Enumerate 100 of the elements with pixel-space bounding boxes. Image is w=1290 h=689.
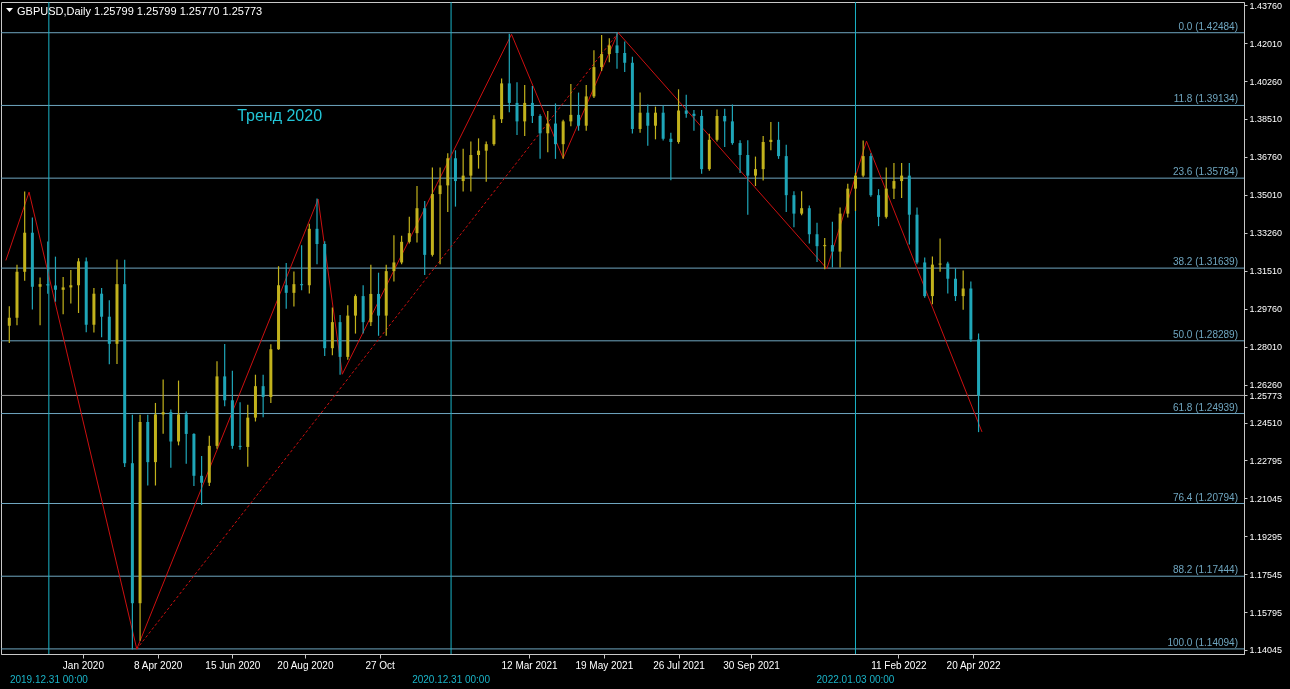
candlestick [800, 191, 804, 216]
y-tick-label: 1.21045 [1249, 493, 1283, 504]
candlestick [200, 455, 204, 506]
candlestick [792, 191, 796, 228]
candlestick [777, 121, 781, 159]
candlestick [38, 277, 42, 326]
annotation: Тренд 2020 [237, 107, 323, 125]
candlestick [892, 163, 896, 200]
y-tick-label: 1.19295 [1249, 531, 1283, 542]
candlestick [623, 41, 627, 73]
x-tick-label: 15 Jun 2020 [205, 659, 261, 671]
candlestick [746, 140, 750, 215]
x-tick-label: 20 Aug 2020 [277, 659, 334, 671]
candlestick [300, 245, 304, 291]
candlestick [392, 235, 396, 282]
candlestick [238, 402, 242, 450]
candlestick [684, 94, 688, 118]
ref-line-label: 2019.12.31 00:00 [9, 674, 89, 685]
x-tick-label: 19 May 2021 [575, 659, 634, 671]
candlestick [938, 238, 942, 272]
candlestick [615, 32, 619, 69]
y-tick-label: 1.28010 [1249, 342, 1283, 353]
candlestick [292, 271, 296, 307]
candlestick [877, 189, 881, 227]
candlestick [561, 119, 565, 159]
ref-line-label: 11.8 (1.39134) [1173, 93, 1238, 105]
x-tick-label: 27 Oct [365, 659, 396, 671]
candlestick [738, 140, 742, 173]
y-tick-label: 1.17545 [1249, 569, 1283, 580]
x-tick-label: 11 Feb 2022 [871, 659, 927, 671]
candlestick [438, 167, 442, 265]
candlestick [653, 106, 657, 140]
candlestick [461, 148, 465, 192]
y-tick-label: 1.26260 [1249, 380, 1283, 391]
ref-line-label: 88.2 (1.17444) [1172, 564, 1238, 576]
ref-line-label: 76.4 (1.20794) [1172, 491, 1238, 503]
candlestick [538, 114, 542, 159]
candlestick [638, 92, 642, 133]
ref-line-label: 2020.12.31 00:00 [412, 674, 491, 685]
y-tick-label: 1.33260 [1249, 228, 1283, 239]
y-tick-label: 1.35010 [1249, 190, 1283, 201]
y-tick-label: 1.14045 [1249, 645, 1283, 656]
candlestick [284, 262, 288, 309]
candlestick [477, 138, 481, 169]
candlestick [315, 198, 319, 265]
y-tick-label: 1.29760 [1249, 304, 1283, 315]
ref-line-label: 0.0 (1.42484) [1178, 20, 1238, 32]
candlestick [469, 141, 473, 192]
candlestick [577, 92, 581, 131]
ref-line-label: 100.0 (1.14094) [1167, 636, 1238, 648]
candlestick [61, 277, 65, 315]
x-tick-label: 26 Jul 2021 [653, 659, 706, 671]
candlestick [723, 108, 727, 147]
candlestick [823, 237, 827, 270]
x-tick-label: Jan 2020 [62, 659, 105, 671]
candlestick [961, 270, 965, 310]
x-tick-label: 8 Apr 2020 [133, 659, 183, 671]
candlestick [261, 374, 265, 418]
y-tick-label: 1.22795 [1249, 455, 1283, 466]
candlestick [607, 38, 611, 63]
ref-line-label: 23.6 (1.35784) [1172, 166, 1238, 178]
candlestick [407, 216, 411, 244]
candlestick [669, 132, 673, 181]
candlestick [553, 103, 557, 159]
candlestick [753, 156, 757, 186]
y-tick-label: 1.40260 [1249, 76, 1283, 87]
y-tick-label: 1.43760 [1249, 0, 1283, 11]
candlestick [453, 150, 457, 207]
ref-line-label: 61.8 (1.24939) [1172, 401, 1238, 413]
candlestick [530, 86, 534, 124]
candlestick [953, 268, 957, 302]
candlestick [715, 109, 719, 142]
y-tick-label: 1.15795 [1249, 607, 1283, 618]
candlestick [515, 82, 519, 135]
candlestick [223, 343, 227, 407]
x-tick-label: 30 Sep 2021 [723, 659, 781, 671]
candlestick [861, 140, 865, 178]
candlestick [853, 172, 857, 211]
y-tick-label: 1.25773 [1249, 390, 1283, 401]
ref-line-label: 38.2 (1.31639) [1172, 256, 1238, 268]
chart-title: GBPUSD,Daily 1.25799 1.25799 1.25770 1.25773 [17, 5, 263, 18]
candlestick [400, 235, 404, 265]
candlestick [77, 258, 81, 313]
candlestick [646, 104, 650, 146]
line-series [5, 32, 983, 650]
x-tick-label: 20 Apr 2022 [946, 659, 1001, 671]
candlestick [53, 256, 57, 302]
candlestick [600, 35, 604, 71]
candlestick [569, 83, 573, 127]
candlestick [900, 163, 904, 198]
y-tick-label: 1.38510 [1249, 114, 1283, 125]
ref-line-label: 2022.01.03 00:00 [816, 674, 895, 685]
ref-line-label: 50.0 (1.28289) [1172, 328, 1238, 340]
candlestick [7, 306, 11, 343]
candlestick [815, 222, 819, 262]
candlestick [523, 84, 527, 137]
candlestick [830, 221, 834, 268]
candlestick [730, 104, 734, 145]
x-tick-label: 12 Mar 2021 [501, 659, 559, 671]
candlestick [100, 287, 104, 338]
